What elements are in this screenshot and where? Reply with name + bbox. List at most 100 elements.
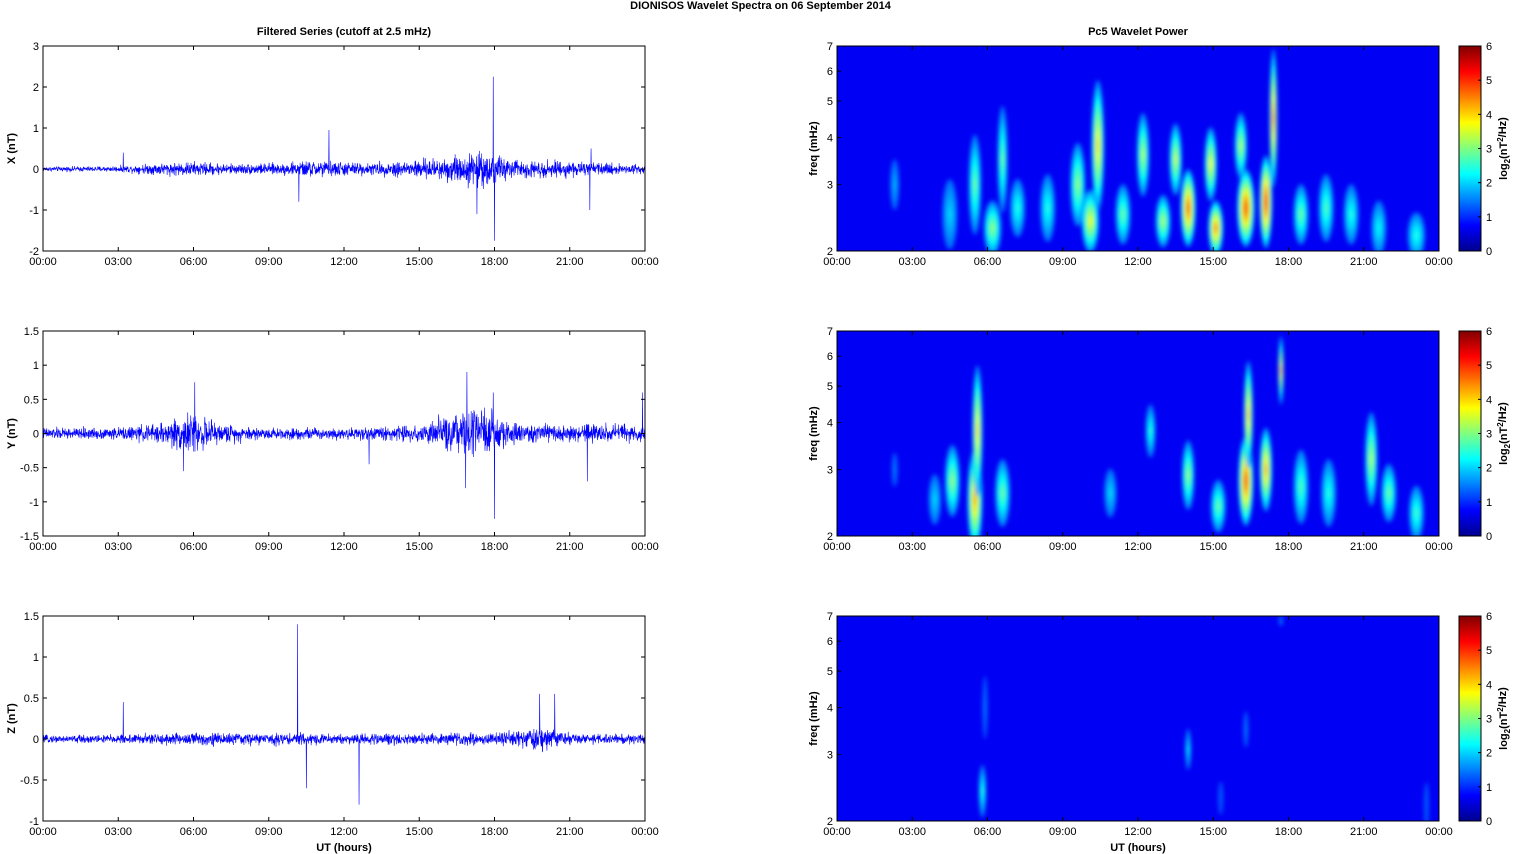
x-wavelet-blob [1139,133,1147,176]
x-wavelet-blob [946,196,954,233]
x-wavelet-blob [1269,48,1278,188]
z-wavelet-blobs [978,616,1429,821]
y-wavelet-blob [1216,499,1221,513]
x-series-xtick-label: 21:00 [556,256,584,268]
x-wavelet-blob [1011,182,1025,234]
x-wavelet-blob [1015,200,1020,216]
x-wavelet-blob [1182,179,1194,238]
y-wavelet-colorbar-tick-label: 5 [1486,360,1492,372]
y-wavelet-blob [1296,463,1306,511]
z-wavelet-blob [981,787,984,795]
x-wavelet-blob [1184,188,1192,228]
x-wavelet-colorbar-label: log2(nT2/Hz) [1496,117,1512,180]
y-wavelet-blob [1241,452,1251,509]
y-wavelet-blob [1278,340,1284,401]
z-series-ytick-label: -1 [29,816,39,828]
x-wavelet-blob [1207,145,1214,183]
y-wavelet-blob [1148,420,1153,441]
x-wavelet-blob [1214,224,1217,232]
x-wavelet-blob [1235,116,1247,175]
z-wavelet-blob [983,703,987,712]
y-wavelet-blob [1104,468,1117,518]
x-wavelet-blob [891,168,898,201]
z-wavelet-blob [1186,739,1190,760]
y-wavelet-colorbar-tick-label: 4 [1486,394,1492,406]
x-wavelet-blob [1347,199,1355,230]
y-wavelet-blob [1244,475,1248,487]
x-wavelet-frame [836,45,1440,252]
x-wavelet-colorbar [1458,45,1482,252]
y-wavelet-blob [1293,449,1309,525]
y-wavelet-blob [1246,394,1251,435]
y-wavelet-blob [1263,453,1269,486]
z-series-ytick-label: 0.5 [24,693,39,705]
y-wavelet-blob [1145,404,1156,458]
z-wavelet-blob [1218,781,1224,815]
z-wavelet-ytick-label: 7 [827,611,833,623]
y-wavelet-panel: 7 6 5 4 3 2 freq (mHz) 00:00 03:00 06:00 09:00 12:0… [808,326,1512,553]
y-series-xtick-label: 00:00 [631,541,659,553]
y-wavelet-xtick-label: 00:00 [823,541,851,553]
y-wavelet-blob [893,463,896,477]
left-column-title: Filtered Series (cutoff at 2.5 mHz) [256,26,432,38]
x-wavelet-blob [1116,187,1130,242]
y-wavelet-colorbar-tick-label: 6 [1486,326,1492,338]
y-wavelet-xtick-label: 18:00 [1275,541,1303,553]
y-wavelet-blob [976,422,979,440]
y-wavelet-blob [973,381,982,481]
x-wavelet-blob [1414,229,1419,242]
x-wavelet-blob [890,159,900,211]
x-wavelet-blob [1155,194,1171,248]
y-series-line [42,371,646,519]
x-wavelet-blob [1344,187,1358,242]
y-wavelet-blob [1149,424,1152,438]
x-wavelet-blob [983,200,1002,251]
y-wavelet-blob [1240,447,1252,515]
y-wavelet-blob [1185,462,1191,489]
x-series-ylabel: X (nT) [6,133,18,164]
x-wavelet-blob [893,181,896,188]
z-wavelet-blob [1279,616,1283,626]
z-wavelet-blob [980,777,985,805]
y-wavelet-blob [1323,471,1334,515]
x-wavelet-blob [1210,207,1222,249]
z-wavelet-blob [1279,616,1283,626]
x-wavelet-blob [1237,129,1244,163]
x-wavelet-blob [1084,201,1096,241]
x-wavelet-blob [1236,125,1245,167]
y-wavelet-blob [1149,427,1152,435]
x-wavelet-blob [1244,203,1248,213]
z-series-panel: 1.5 1 0.5 0 -0.5 -1 Z (nT) 00:00 03:00 06:00 09:00… [6,611,659,854]
x-wavelet-blob [988,214,997,242]
x-wavelet-blob [1410,220,1422,250]
x-wavelet-xtick-label: 21:00 [1350,256,1378,268]
y-wavelet-blob [1217,502,1220,510]
z-series-xtick-label: 00:00 [29,826,57,838]
z-wavelet-blob [978,764,987,818]
z-wavelet-xtick-label: 21:00 [1350,826,1378,838]
x-wavelet-blob [1081,189,1100,251]
x-wavelet-blob [1174,150,1178,169]
y-wavelet-blob [1238,436,1254,526]
x-series-ytick-label: -2 [29,246,39,258]
x-wavelet-blob [1343,184,1359,245]
z-wavelet-blob [1219,789,1223,807]
z-wavelet-ytick-label: 4 [827,703,833,715]
x-wavelet-blob [1138,123,1148,187]
x-wavelet-blob [1297,199,1305,230]
y-wavelet-ytick-label: 4 [827,418,833,430]
x-wavelet-blob [1118,195,1128,234]
x-wavelet-blob [1087,209,1094,233]
x-wavelet-blob [1213,221,1218,236]
x-wavelet-blob [1121,210,1125,219]
y-wavelet-blob [1368,435,1375,483]
z-series-xtick-label: 06:00 [180,826,208,838]
y-wavelet-blob [974,398,980,464]
x-wavelet-blob [985,207,1000,249]
y-wavelet-blob [1279,361,1283,380]
y-series-ytick-label: 0 [33,429,39,441]
x-wavelet-blob [1041,178,1055,238]
x-wavelet-blob [1121,206,1125,223]
y-wavelet-blob [1279,357,1283,384]
x-wavelet-blob [1186,203,1190,213]
